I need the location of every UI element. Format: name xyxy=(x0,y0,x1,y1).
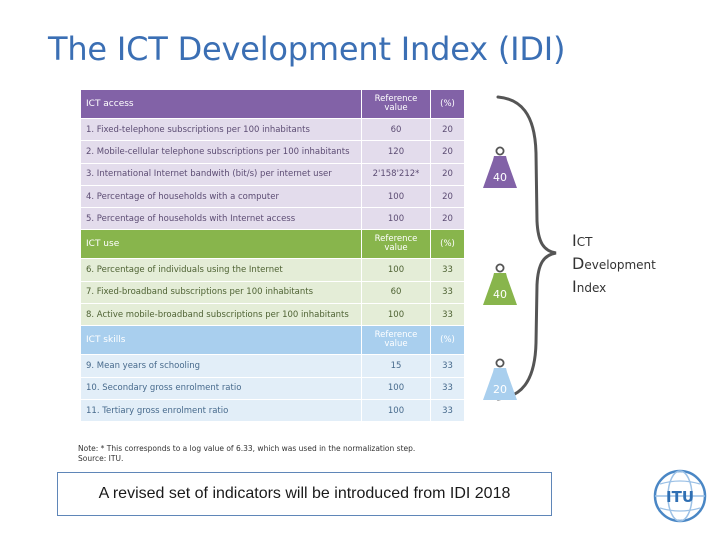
idi-indicator-table: ICT access Reference value (%) 1. Fixed-t… xyxy=(80,89,465,423)
weight-percent: 33 xyxy=(430,398,465,423)
indicator-row: 9. Mean years of schooling 15 33 xyxy=(80,354,465,378)
weight-percent: 20 xyxy=(430,162,465,186)
indicator-label: 8. Active mobile-broadband subscriptions… xyxy=(80,303,362,327)
reference-value-header: Reference value xyxy=(361,325,431,356)
weight-value: 40 xyxy=(493,288,507,301)
reference-value: 100 xyxy=(361,207,431,231)
indicator-label: 10. Secondary gross enrolment ratio xyxy=(80,376,362,400)
reference-value: 100 xyxy=(361,303,431,327)
reference-value: 100 xyxy=(361,258,431,282)
reference-value: 15 xyxy=(361,354,431,378)
group-title: ICT use xyxy=(80,229,362,260)
weight-skills-icon: 20 xyxy=(478,357,522,401)
indicator-row: 4. Percentage of households with a compu… xyxy=(80,184,465,209)
weight-percent: 33 xyxy=(430,376,465,400)
weight-percent: 20 xyxy=(430,140,465,164)
group-ict-use: ICT use Reference value (%) 6. Percentage… xyxy=(80,229,465,327)
indicator-label: 7. Fixed-broadband subscriptions per 100… xyxy=(80,280,362,305)
indicator-label: 2. Mobile-cellular telephone subscriptio… xyxy=(80,140,362,164)
percent-header: (%) xyxy=(430,89,465,119)
percent-header: (%) xyxy=(430,229,465,260)
slide-title: The ICT Development Index (IDI) xyxy=(48,30,566,68)
indicator-row: 1. Fixed-telephone subscriptions per 100… xyxy=(80,117,465,142)
group-title: ICT access xyxy=(80,89,362,119)
weight-percent: 33 xyxy=(430,258,465,282)
weight-percent: 33 xyxy=(430,354,465,378)
group-ict-skills: ICT skills Reference value (%) 9. Mean ye… xyxy=(80,325,465,423)
indicator-label: 5. Percentage of households with Interne… xyxy=(80,207,362,231)
itu-logo-icon: ITU xyxy=(653,469,707,523)
indicator-row: 2. Mobile-cellular telephone subscriptio… xyxy=(80,140,465,164)
group-title: ICT skills xyxy=(80,325,362,356)
indicator-label: 9. Mean years of schooling xyxy=(80,354,362,378)
group-header: ICT access Reference value (%) xyxy=(80,89,465,119)
weight-percent: 33 xyxy=(430,303,465,327)
indicator-label: 1. Fixed-telephone subscriptions per 100… xyxy=(80,117,362,142)
ict-development-index-label: ICT Development Index xyxy=(572,231,656,296)
reference-value: 100 xyxy=(361,398,431,423)
weight-percent: 20 xyxy=(430,184,465,209)
reference-value-header: Reference value xyxy=(361,89,431,119)
weight-value: 20 xyxy=(493,383,507,396)
reference-value-header: Reference value xyxy=(361,229,431,260)
weight-access-icon: 40 xyxy=(478,145,522,189)
indicator-label: 6. Percentage of individuals using the I… xyxy=(80,258,362,282)
reference-value: 60 xyxy=(361,117,431,142)
reference-value: 100 xyxy=(361,184,431,209)
indicator-row: 6. Percentage of individuals using the I… xyxy=(80,258,465,282)
reference-value: 100 xyxy=(361,376,431,400)
weight-percent: 20 xyxy=(430,207,465,231)
reference-value: 2'158'212* xyxy=(361,162,431,186)
indicator-row: 3. International Internet bandwith (bit/… xyxy=(80,162,465,186)
note-text: Note: * This corresponds to a log value … xyxy=(78,444,416,453)
group-ict-access: ICT access Reference value (%) 1. Fixed-t… xyxy=(80,89,465,231)
reference-value: 120 xyxy=(361,140,431,164)
curly-brace-icon xyxy=(496,95,557,401)
revision-notice: A revised set of indicators will be intr… xyxy=(57,472,552,516)
weight-use-icon: 40 xyxy=(478,262,522,306)
percent-header: (%) xyxy=(430,325,465,356)
indicator-label: 11. Tertiary gross enrolment ratio xyxy=(80,398,362,423)
indicator-row: 5. Percentage of households with Interne… xyxy=(80,207,465,231)
group-header: ICT skills Reference value (%) xyxy=(80,325,465,356)
svg-text:ITU: ITU xyxy=(666,488,694,506)
indicator-row: 8. Active mobile-broadband subscriptions… xyxy=(80,303,465,327)
indicator-row: 11. Tertiary gross enrolment ratio 100 3… xyxy=(80,398,465,423)
indicator-row: 10. Secondary gross enrolment ratio 100 … xyxy=(80,376,465,400)
group-header: ICT use Reference value (%) xyxy=(80,229,465,260)
indicator-row: 7. Fixed-broadband subscriptions per 100… xyxy=(80,280,465,305)
weight-percent: 20 xyxy=(430,117,465,142)
indicator-label: 4. Percentage of households with a compu… xyxy=(80,184,362,209)
source-text: Source: ITU. xyxy=(78,454,124,463)
indicator-label: 3. International Internet bandwith (bit/… xyxy=(80,162,362,186)
reference-value: 60 xyxy=(361,280,431,305)
weight-percent: 33 xyxy=(430,280,465,305)
table-note: Note: * This corresponds to a log value … xyxy=(78,444,415,464)
weight-value: 40 xyxy=(493,171,507,184)
